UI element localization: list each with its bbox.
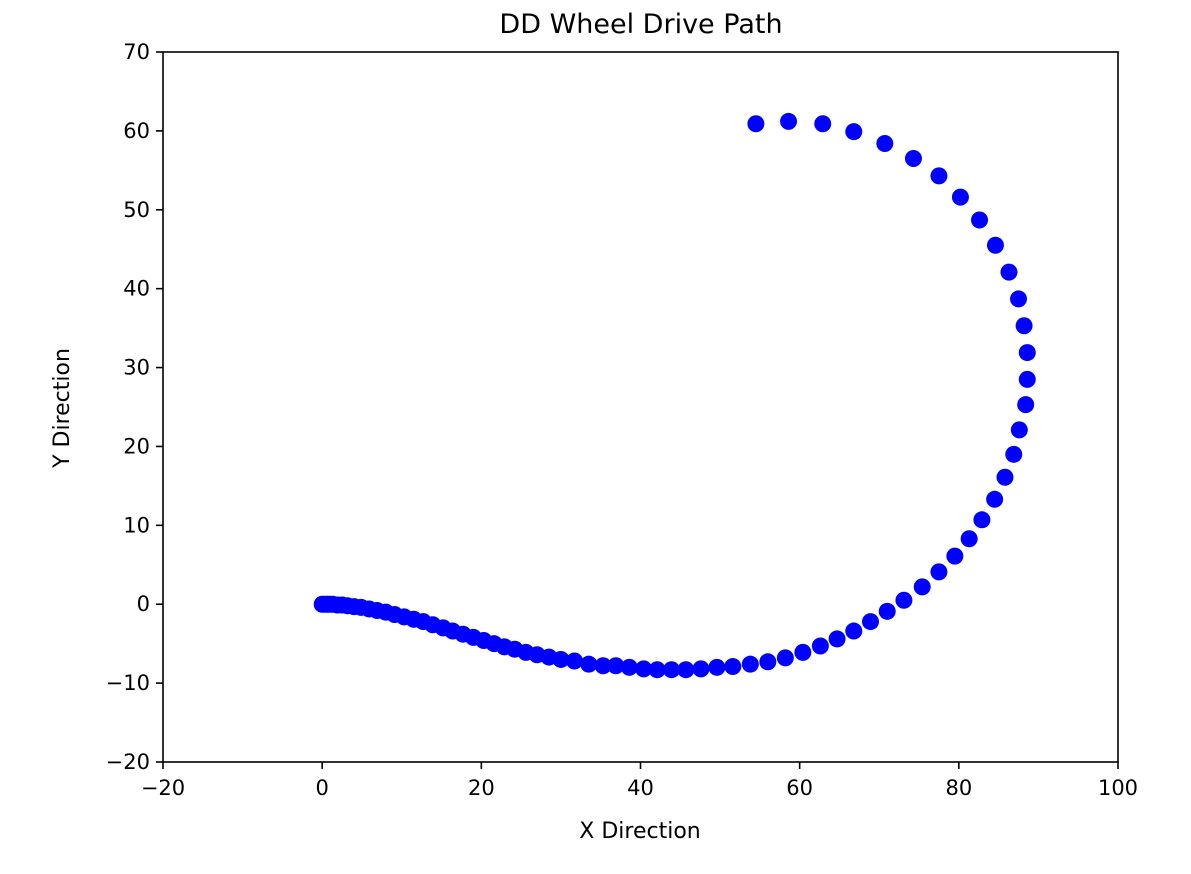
y-tick-label: 0 bbox=[137, 592, 150, 616]
data-point bbox=[845, 123, 863, 141]
data-point bbox=[811, 637, 829, 655]
data-point bbox=[1017, 396, 1035, 414]
y-tick-label: 10 bbox=[123, 513, 150, 537]
y-axis-label: Y Direction bbox=[50, 348, 75, 469]
x-tick-label: 0 bbox=[315, 776, 328, 800]
data-point bbox=[708, 658, 726, 676]
x-tick-label: 20 bbox=[468, 776, 495, 800]
data-point bbox=[794, 643, 812, 661]
y-tick-label: 30 bbox=[123, 356, 150, 380]
data-point bbox=[724, 658, 742, 676]
y-axis-ticks: −20 −10 0 10 20 30 40 50 60 70 bbox=[106, 40, 163, 774]
data-point bbox=[648, 661, 666, 679]
data-point bbox=[580, 655, 598, 673]
x-tick-label: 100 bbox=[1098, 776, 1138, 800]
data-point bbox=[747, 115, 765, 133]
data-point bbox=[1010, 421, 1028, 439]
data-point bbox=[971, 211, 989, 229]
data-point bbox=[1005, 445, 1023, 463]
y-tick-label: 40 bbox=[123, 277, 150, 301]
x-axis-label: X Direction bbox=[579, 819, 700, 844]
y-tick-label: 50 bbox=[123, 198, 150, 222]
data-point bbox=[565, 652, 583, 670]
x-tick-label: 80 bbox=[945, 776, 972, 800]
data-point bbox=[913, 578, 931, 596]
data-point bbox=[878, 602, 896, 620]
data-point bbox=[677, 661, 695, 679]
data-point bbox=[692, 660, 710, 678]
x-tick-label: 60 bbox=[786, 776, 813, 800]
data-point bbox=[960, 530, 978, 548]
data-point bbox=[776, 649, 794, 667]
data-point bbox=[973, 511, 991, 529]
data-point bbox=[951, 188, 969, 206]
x-axis-ticks: −20 0 20 40 60 80 100 bbox=[141, 762, 1138, 800]
data-point bbox=[876, 135, 894, 153]
data-point bbox=[828, 630, 846, 648]
y-tick-label: 70 bbox=[123, 40, 150, 64]
data-point bbox=[552, 650, 570, 668]
data-point bbox=[607, 657, 625, 675]
data-point bbox=[663, 661, 681, 679]
data-point bbox=[986, 236, 1004, 254]
data-point bbox=[930, 167, 948, 185]
data-points bbox=[313, 112, 1036, 679]
data-point bbox=[861, 613, 879, 631]
data-point bbox=[986, 490, 1004, 508]
data-point bbox=[814, 115, 832, 133]
data-point bbox=[1000, 263, 1018, 281]
data-point bbox=[996, 468, 1014, 486]
data-point bbox=[635, 660, 653, 678]
data-point bbox=[780, 112, 798, 130]
data-point bbox=[904, 150, 922, 167]
data-point bbox=[946, 547, 964, 565]
chart-title: DD Wheel Drive Path bbox=[499, 9, 782, 40]
y-tick-label: 60 bbox=[123, 119, 150, 143]
y-tick-label: 20 bbox=[123, 434, 150, 458]
data-point bbox=[930, 563, 948, 581]
data-point bbox=[895, 591, 913, 609]
x-tick-label: 40 bbox=[627, 776, 654, 800]
data-point bbox=[1018, 370, 1036, 388]
data-point bbox=[620, 658, 638, 676]
data-point bbox=[845, 622, 863, 640]
y-tick-label: −20 bbox=[106, 750, 150, 774]
data-point bbox=[759, 653, 777, 671]
plot-frame bbox=[162, 51, 1119, 763]
data-point bbox=[741, 655, 759, 673]
y-tick-label: −10 bbox=[106, 671, 150, 695]
data-point bbox=[1010, 290, 1028, 308]
data-point bbox=[1015, 317, 1033, 335]
data-point bbox=[594, 657, 612, 675]
data-point bbox=[1018, 344, 1036, 362]
x-tick-label: −20 bbox=[141, 776, 185, 800]
